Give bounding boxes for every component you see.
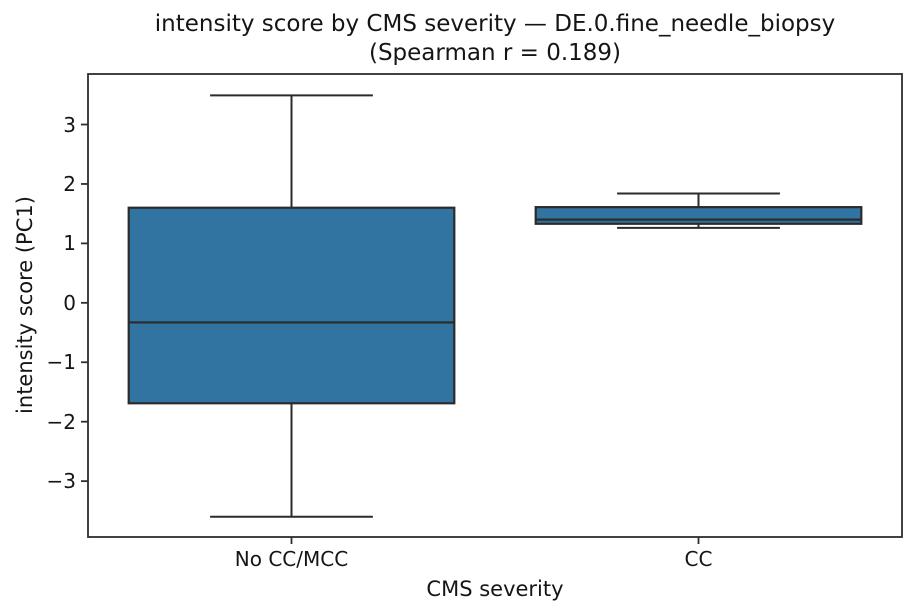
chart-title: intensity score by CMS severity — DE.0.f… [154,11,836,37]
box [127,206,456,405]
y-tick-label: 2 [63,171,76,196]
chart-subtitle: (Spearman r = 0.189) [368,40,622,66]
axes-frame [87,73,903,538]
y-tick-label: 1 [63,231,76,256]
y-tick-label: −3 [46,469,76,494]
y-tick-label: −2 [46,409,76,434]
x-tick-label: CC [684,547,713,571]
chart-title-block: intensity score by CMS severity — DE.0.f… [88,10,902,68]
x-tick-label: No CC/MCC [234,547,349,571]
y-tick-label: 0 [63,290,76,315]
y-tick-label: −1 [46,350,76,375]
x-axis-label: CMS severity [426,577,564,601]
y-tick-label: 3 [63,112,76,137]
box [534,206,863,225]
